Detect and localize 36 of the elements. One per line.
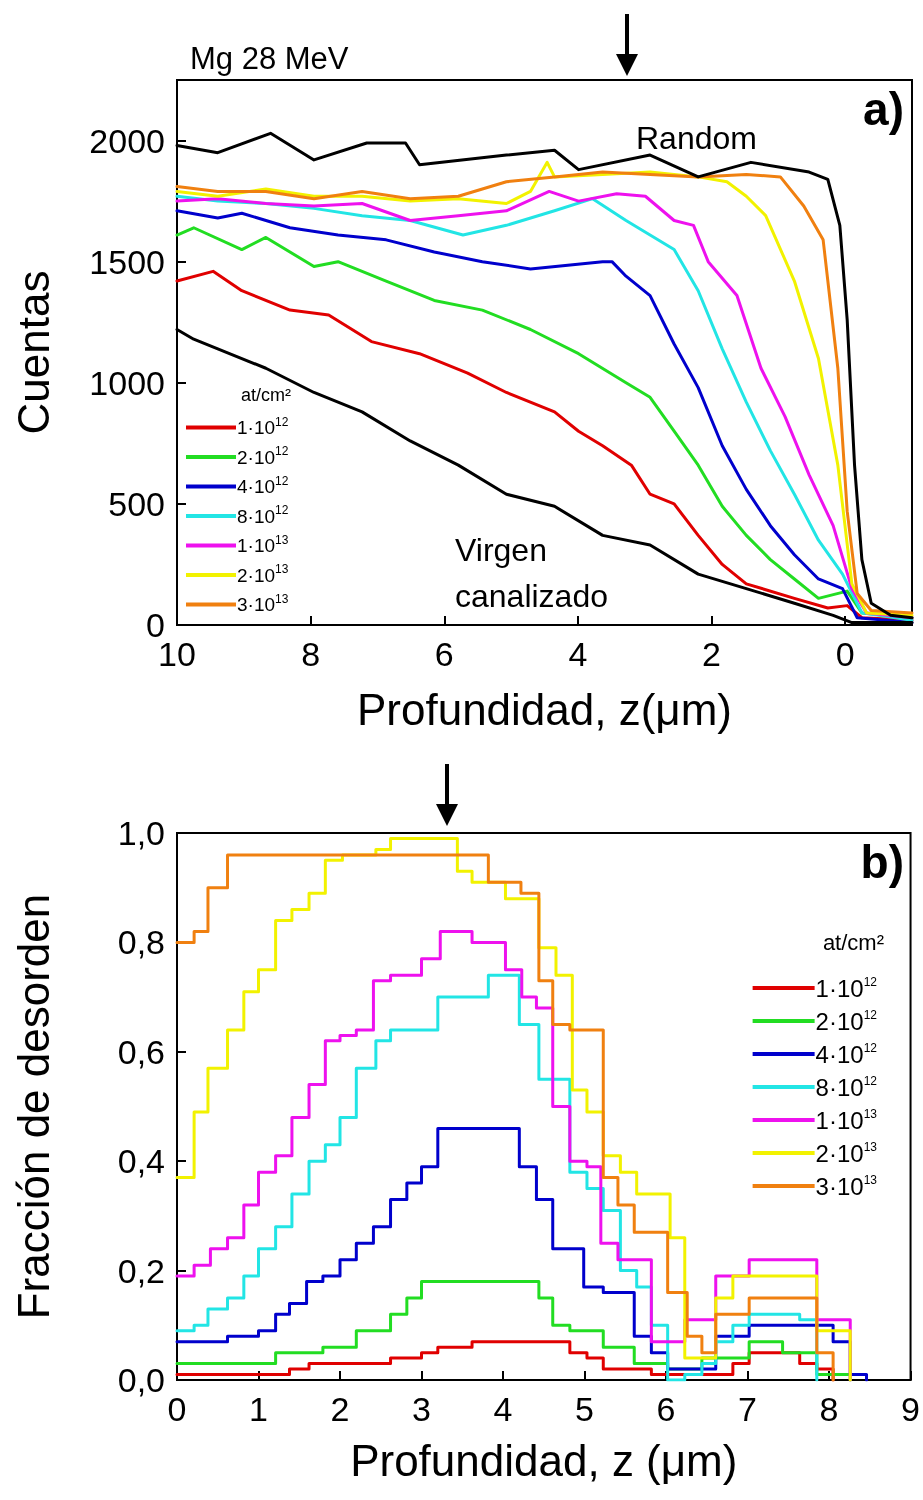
x-tick-label: 8 xyxy=(819,1390,839,1428)
x-tick-label: 4 xyxy=(493,1390,513,1428)
x-axis-title: Profundidad, z(μm) xyxy=(356,684,733,734)
y-tick-label: 2000 xyxy=(89,121,165,160)
y-tick-label: 0,8 xyxy=(117,923,165,962)
y-tick-label: 1500 xyxy=(89,242,165,281)
y-tick-label: 0,0 xyxy=(117,1361,165,1399)
x-tick-label: 0 xyxy=(835,635,855,673)
y-tick-label: 0,4 xyxy=(117,1142,165,1181)
x-tick-label: 7 xyxy=(738,1390,757,1428)
x-axis-title: Profundidad, z (μm) xyxy=(350,1435,738,1485)
y-tick-label: 500 xyxy=(108,484,165,523)
x-tick-label: 9 xyxy=(901,1390,921,1428)
x-tick-label: 5 xyxy=(575,1390,594,1428)
x-tick-label: 1 xyxy=(249,1390,268,1428)
x-tick-label: 4 xyxy=(568,635,588,673)
y-tick-label: 0 xyxy=(146,606,165,644)
annotation: b) xyxy=(860,836,904,888)
x-tick-label: 2 xyxy=(702,635,722,673)
y-tick-label: 1000 xyxy=(89,363,165,402)
y-tick-label: 1,0 xyxy=(117,814,165,852)
annotation: a) xyxy=(863,83,904,135)
x-tick-label: 6 xyxy=(434,635,454,673)
annotation: Virgen canalizado xyxy=(455,532,608,614)
x-tick-label: 3 xyxy=(412,1390,431,1428)
y-axis-title: Cuentas xyxy=(8,270,58,435)
legend-title: at/cm² xyxy=(822,929,885,955)
legend-title: at/cm² xyxy=(241,385,292,405)
x-tick-label: 8 xyxy=(301,635,321,673)
chart-title: Mg 28 MeV xyxy=(190,41,349,76)
y-tick-label: 0,6 xyxy=(117,1032,165,1071)
y-axis-title: Fracción de desorden xyxy=(8,893,58,1320)
x-tick-label: 2 xyxy=(330,1390,350,1428)
annotation: Random xyxy=(636,120,757,156)
y-tick-label: 0,2 xyxy=(117,1251,165,1290)
x-tick-label: 6 xyxy=(656,1390,676,1428)
